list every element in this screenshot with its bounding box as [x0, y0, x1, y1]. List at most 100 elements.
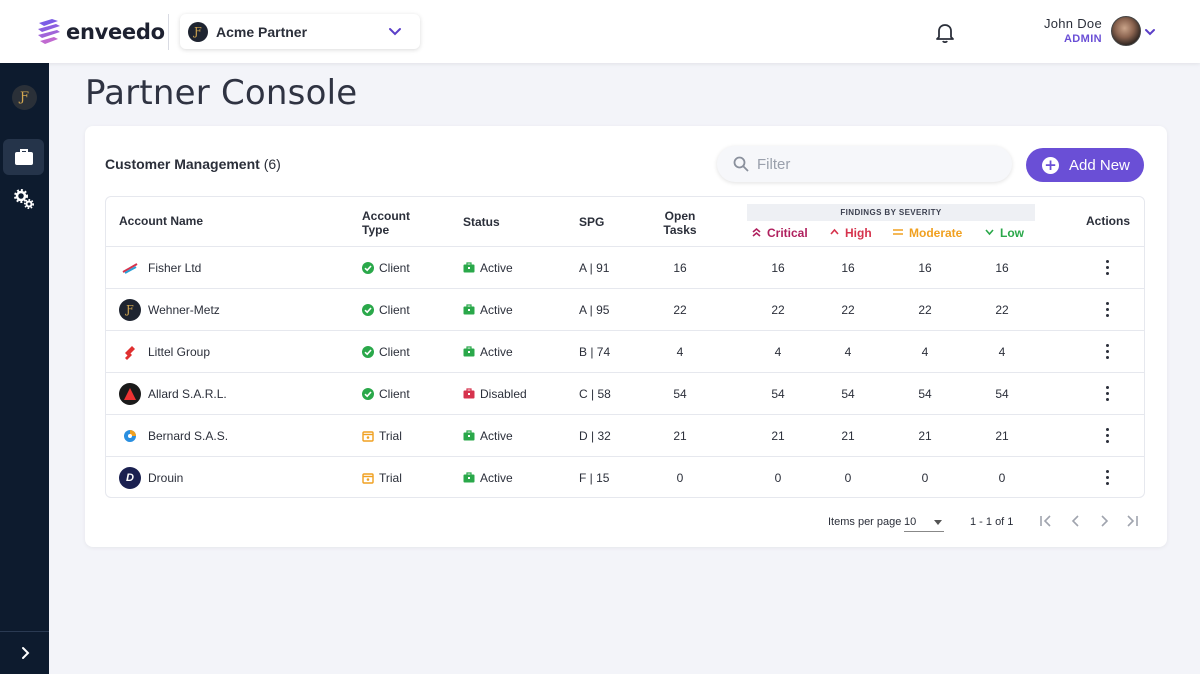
chevron-up-icon: [829, 226, 840, 240]
account-name-cell[interactable]: Littel Group: [119, 331, 210, 372]
enveedo-logo[interactable]: enveedo: [36, 17, 165, 47]
account-type-cell: Client: [362, 373, 410, 414]
account-name-cell[interactable]: Bernard S.A.S.: [119, 415, 228, 456]
partner-selector[interactable]: Ƒ Acme Partner: [180, 14, 420, 49]
sidebar-partner-logo[interactable]: Ƒ: [12, 85, 37, 110]
chevron-right-icon: [21, 647, 29, 659]
add-new-label: Add New: [1069, 156, 1130, 174]
account-name-cell[interactable]: Fisher Ltd: [119, 247, 201, 288]
sidebar-expand-button[interactable]: [0, 631, 49, 674]
more-vertical-icon: [1105, 259, 1109, 277]
header-account-type-line2: Type: [362, 223, 390, 237]
avatar[interactable]: [1111, 16, 1141, 46]
sidebar-item-settings[interactable]: [3, 181, 44, 217]
briefcase-icon: [14, 149, 33, 165]
spg-value: A | 95: [579, 302, 610, 317]
header-critical[interactable]: Critical: [751, 226, 808, 240]
header-actions: Actions: [1086, 214, 1131, 228]
status-badge: Active: [480, 470, 513, 485]
header-open-tasks-line1: Open: [664, 209, 696, 223]
customer-management-card: Customer Management (6) + Add New Accoun…: [85, 126, 1167, 547]
row-actions-button[interactable]: [1096, 373, 1118, 414]
high-count: 21: [841, 428, 855, 443]
spg-value: C | 58: [579, 386, 611, 401]
caret-down-icon: [934, 520, 942, 525]
spg-value: B | 74: [579, 344, 611, 359]
user-menu-chevron-icon[interactable]: [1144, 26, 1156, 38]
low-count: 22: [995, 302, 1009, 317]
customer-table: Account Name Account Type Status SPG Ope…: [105, 196, 1145, 498]
card-title-text: Customer Management: [105, 156, 260, 172]
header-low[interactable]: Low: [984, 226, 1024, 240]
account-logo: D: [119, 466, 141, 489]
page-title: Partner Console: [85, 73, 358, 113]
plus-circle-icon: +: [1042, 156, 1059, 174]
account-name: Bernard S.A.S.: [148, 428, 229, 443]
next-page-icon[interactable]: [1097, 514, 1111, 528]
header-moderate[interactable]: Moderate: [892, 226, 962, 240]
high-count: 54: [841, 386, 855, 401]
last-page-icon[interactable]: [1125, 514, 1139, 528]
row-actions-button[interactable]: [1096, 457, 1118, 497]
account-name-cell[interactable]: Allard S.A.R.L.: [119, 373, 227, 414]
account-type-cell: Client: [362, 331, 410, 372]
more-vertical-icon: [1105, 385, 1109, 403]
row-actions-button[interactable]: [1096, 289, 1118, 330]
account-name: Fisher Ltd: [148, 260, 202, 275]
filter-input[interactable]: [757, 155, 997, 173]
header-spg[interactable]: SPG: [579, 215, 605, 229]
critical-count: 54: [771, 386, 785, 401]
partner-selector-value: Acme Partner: [216, 23, 308, 40]
table-row[interactable]: Ƒ Wehner-Metz Client Active A | 95 22 22 22 22 22: [106, 289, 1144, 331]
items-per-page-select[interactable]: 10: [904, 512, 944, 532]
account-type-cell: Client: [362, 289, 410, 330]
check-circle-icon: [362, 345, 374, 358]
pagination-range: 1 - 1 of 1: [970, 516, 1014, 528]
header-account-type-line1: Account: [362, 209, 410, 223]
row-actions-button[interactable]: [1096, 415, 1118, 456]
filter-field[interactable]: [717, 146, 1012, 182]
table-row[interactable]: Fisher Ltd Client Active A | 91 16 16 16 16 16: [106, 247, 1144, 289]
header-open-tasks[interactable]: Open Tasks: [660, 209, 700, 237]
more-vertical-icon: [1105, 469, 1109, 487]
header-high[interactable]: High: [829, 226, 872, 240]
header-moderate-label: Moderate: [909, 226, 963, 240]
open-tasks-value: 22: [673, 302, 687, 317]
moderate-count: 21: [918, 428, 932, 443]
customer-count: (6): [263, 156, 281, 172]
header-divider: [168, 14, 169, 50]
account-type-cell: Client: [362, 247, 410, 288]
status-badge: Active: [480, 260, 513, 275]
row-actions-button[interactable]: [1096, 331, 1118, 372]
notifications-bell-icon[interactable]: [934, 21, 956, 43]
check-circle-icon: [362, 261, 374, 274]
account-name-cell[interactable]: D Drouin: [119, 457, 184, 497]
table-row[interactable]: D Drouin Trial Active F | 15 0 0 0 0 0: [106, 457, 1144, 497]
table-row[interactable]: Allard S.A.R.L. Client Disabled C | 58 54 54 5…: [106, 373, 1144, 415]
more-vertical-icon: [1105, 301, 1109, 319]
first-page-icon[interactable]: [1039, 514, 1053, 528]
account-name: Drouin: [148, 470, 184, 485]
header-account-type[interactable]: Account Type: [362, 209, 410, 237]
account-name-cell[interactable]: Ƒ Wehner-Metz: [119, 289, 220, 330]
table-row[interactable]: Littel Group Client Active B | 74 4 4 4 4 4: [106, 331, 1144, 373]
sidebar-item-customers[interactable]: [3, 139, 44, 175]
row-actions-button[interactable]: [1096, 247, 1118, 288]
items-per-page-value: 10: [904, 516, 917, 528]
gears-icon: [13, 189, 34, 209]
active-briefcase-icon: [463, 262, 475, 273]
chevron-down-icon: [389, 28, 401, 36]
critical-count: 21: [771, 428, 785, 443]
previous-page-icon[interactable]: [1069, 514, 1083, 528]
table-row[interactable]: Bernard S.A.S. Trial Active D | 32 21 21 21 21 2…: [106, 415, 1144, 457]
card-title: Customer Management (6): [105, 156, 281, 172]
low-count: 21: [995, 428, 1009, 443]
active-briefcase-icon: [463, 472, 475, 483]
account-logo: [119, 256, 141, 279]
header-status[interactable]: Status: [463, 215, 500, 229]
sidebar: Ƒ: [0, 63, 49, 674]
add-new-button[interactable]: + Add New: [1026, 148, 1144, 182]
header-account-name[interactable]: Account Name: [119, 214, 204, 228]
status-cell: Active: [463, 289, 513, 330]
account-type: Client: [379, 386, 410, 401]
